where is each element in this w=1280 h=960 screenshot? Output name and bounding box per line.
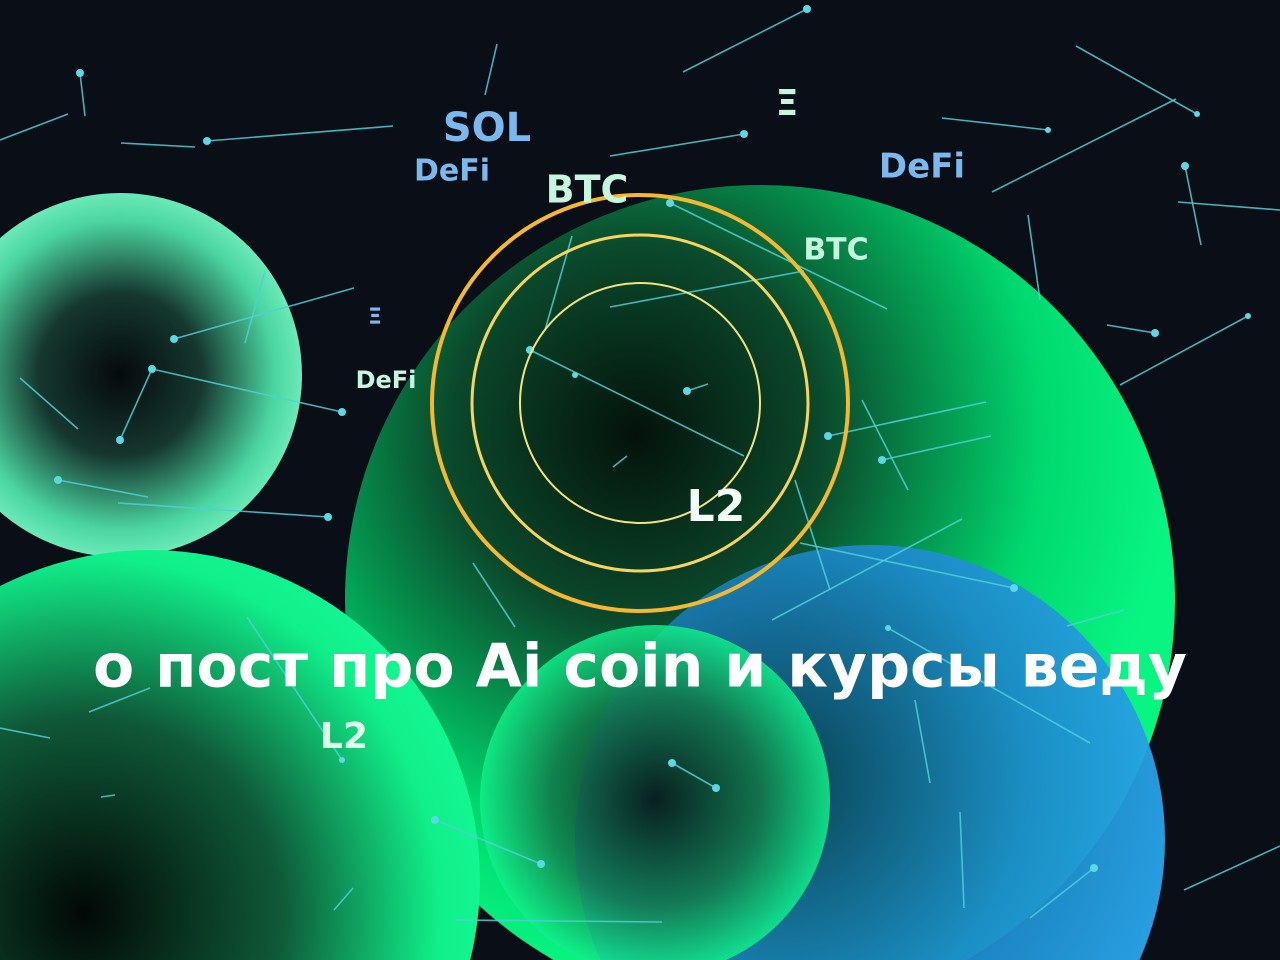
headline: о пост про Ai coin и курсы веду bbox=[93, 632, 1187, 702]
ring bbox=[519, 282, 761, 524]
token-label: Ξ bbox=[776, 83, 799, 124]
token-label: BTC bbox=[803, 233, 868, 268]
token-label: L2 bbox=[687, 481, 746, 532]
rings bbox=[430, 193, 850, 613]
blob bbox=[0, 550, 480, 960]
token-label: DeFi bbox=[879, 147, 965, 187]
token-label: DeFi bbox=[414, 154, 490, 189]
blobs bbox=[0, 185, 1175, 960]
token-label: Ξ bbox=[368, 305, 382, 330]
token-label: BTC bbox=[546, 168, 629, 212]
token-label: L2 bbox=[320, 716, 368, 757]
ring bbox=[430, 193, 850, 613]
token-labels: SOL DeFi BTC Ξ DeFi BTC Ξ DeFi L2 L2 bbox=[320, 83, 965, 757]
token-label: DeFi bbox=[356, 366, 417, 394]
ring bbox=[470, 233, 810, 573]
blob bbox=[480, 625, 830, 960]
token-label: SOL bbox=[443, 105, 531, 151]
blob bbox=[0, 193, 302, 557]
constellations bbox=[0, 5, 1280, 923]
